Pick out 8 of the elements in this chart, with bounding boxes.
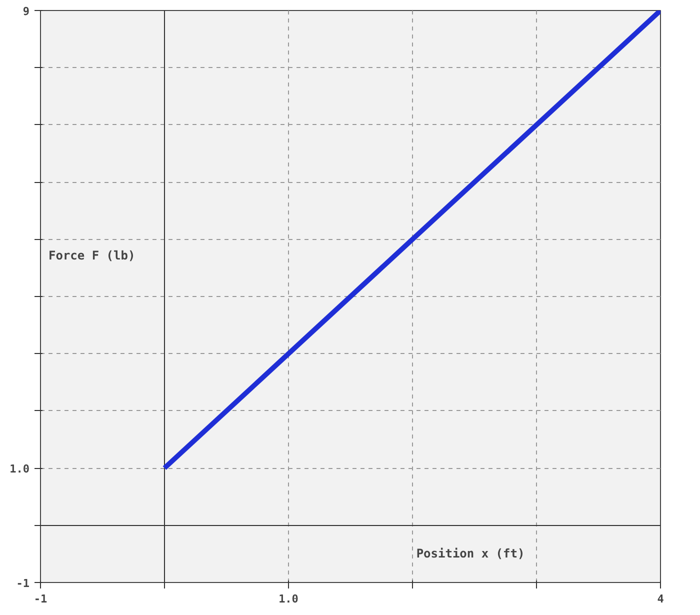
x-tick-label: 1.0 xyxy=(278,592,298,606)
x-tick-label: 4 xyxy=(657,592,664,606)
y-tick-label: 1.0 xyxy=(10,462,30,476)
x-axis-title: Position x (ft) xyxy=(416,546,525,560)
x-tick-label: -1 xyxy=(34,592,48,606)
y-tick-label: 9 xyxy=(22,5,30,18)
y-tick-label: -1 xyxy=(16,577,30,590)
y-axis-title: Force F (lb) xyxy=(48,248,136,262)
